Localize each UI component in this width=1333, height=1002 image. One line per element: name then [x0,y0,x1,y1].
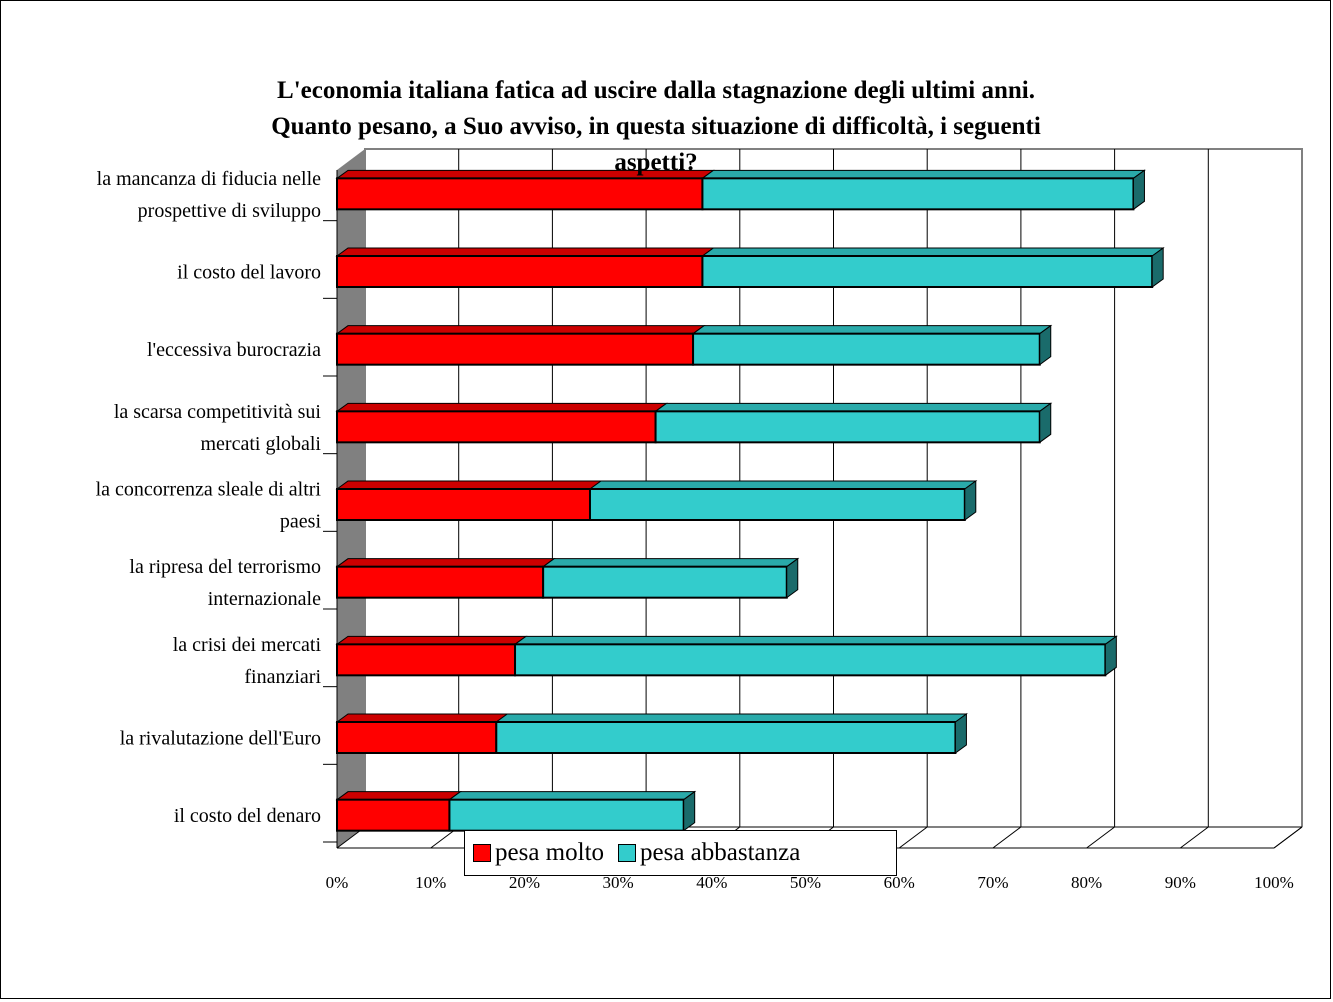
category-label: paesi [280,511,322,533]
bar-side [1104,635,1117,677]
x-tick-label: 30% [603,873,634,892]
x-tick-label: 20% [509,873,540,892]
bar-side [1151,247,1164,288]
bar-top-pesa-abbastanza [654,402,1053,412]
legend-label-pesa-molto: pesa molto [495,839,605,866]
category-label: la mancanza di fiducia nelle [97,168,321,190]
bar-pesa-abbastanza [654,410,1041,444]
floor-gridline-9 [1180,826,1209,849]
bar-pesa-abbastanza [692,332,1041,366]
legend-item-pesa-molto: pesa molto [473,839,604,867]
floor-gridline-8 [1086,826,1115,849]
bar-side [683,790,696,832]
bar-side [786,557,799,599]
x-tick-label: 10% [415,873,446,892]
bar-top-pesa-abbastanza [700,247,1165,257]
bar-side [1039,402,1052,444]
bar-top-pesa-molto [335,247,715,257]
x-tick-label: 50% [790,873,821,892]
bar-top-pesa-molto [335,635,528,645]
legend-swatch-pesa-abbastanza [618,844,637,862]
bar-pesa-abbastanza [514,643,1107,677]
x-tick-label: 0% [326,873,349,892]
floor-gridline-6 [898,826,928,849]
bar-side [1132,169,1145,211]
bar-top-pesa-abbastanza [691,325,1053,335]
chart-title: L'economia italiana fatica ad uscire dal… [271,77,1041,176]
bar-pesa-molto [336,565,545,599]
bar-pesa-molto [336,798,451,832]
bar-pesa-abbastanza [588,488,966,521]
legend-swatch-pesa-molto [473,844,491,862]
bar-top-pesa-abbastanza [588,480,978,490]
category-label: finanziari [244,666,321,688]
bar-side [964,480,977,521]
category-label: il costo del lavoro [177,262,321,284]
bar-top-pesa-abbastanza [494,713,968,723]
category-label: la ripresa del terrorismo [129,556,321,578]
x-tick-label: 80% [1071,873,1102,892]
bar-top-pesa-molto [335,480,603,490]
x-tick-label: 40% [696,873,727,892]
category-label: la scarsa competitività sui [114,401,322,423]
bar-pesa-molto [336,643,517,677]
category-label: la concorrenza sleale di altri [96,479,322,501]
bar-side [954,713,967,754]
bar-pesa-abbastanza [495,721,957,754]
legend-item-pesa-abbastanza: pesa abbastanza [618,839,800,867]
bar-pesa-abbastanza [448,798,685,832]
x-tick-label: 90% [1165,873,1196,892]
category-label: mercati globali [200,433,321,455]
bar-top-pesa-molto [335,325,706,335]
bar-pesa-molto [336,410,657,444]
legend-label-pesa-abbastanza: pesa abbastanza [640,839,801,866]
category-label: la rivalutazione dell'Euro [120,728,321,750]
bar-top-pesa-molto [335,713,509,723]
x-tick-label: 100% [1254,873,1294,892]
legend: pesa molto pesa abbastanza [464,830,897,876]
bar-pesa-molto [336,488,591,521]
bar-top-pesa-abbastanza [513,635,1118,645]
category-label: la crisi dei mercati [173,634,322,656]
bar-top-pesa-abbastanza [447,791,697,801]
category-label: prospettive di sviluppo [138,200,321,222]
bar-top-pesa-molto [335,558,556,568]
category-label: il costo del denaro [174,805,321,827]
bar-pesa-molto [336,721,498,754]
bar-pesa-abbastanza [701,177,1135,211]
x-tick-label: 70% [977,873,1008,892]
bar-pesa-molto [336,255,704,288]
floor-gridline-10 [1273,826,1303,849]
bar-top-pesa-abbastanza [541,558,800,568]
x-tick-label: 60% [884,873,915,892]
floor-gridline-7 [992,826,1022,849]
category-label: internazionale [208,588,321,610]
bar-top-pesa-molto [335,402,669,412]
category-label: l'eccessiva burocrazia [147,339,321,361]
bar-pesa-molto [336,332,695,366]
bar-pesa-molto [336,177,704,211]
bar-side [1039,324,1052,366]
bar-pesa-abbastanza [542,565,788,599]
bar-pesa-abbastanza [701,255,1154,288]
bar-top-pesa-molto [335,791,462,801]
